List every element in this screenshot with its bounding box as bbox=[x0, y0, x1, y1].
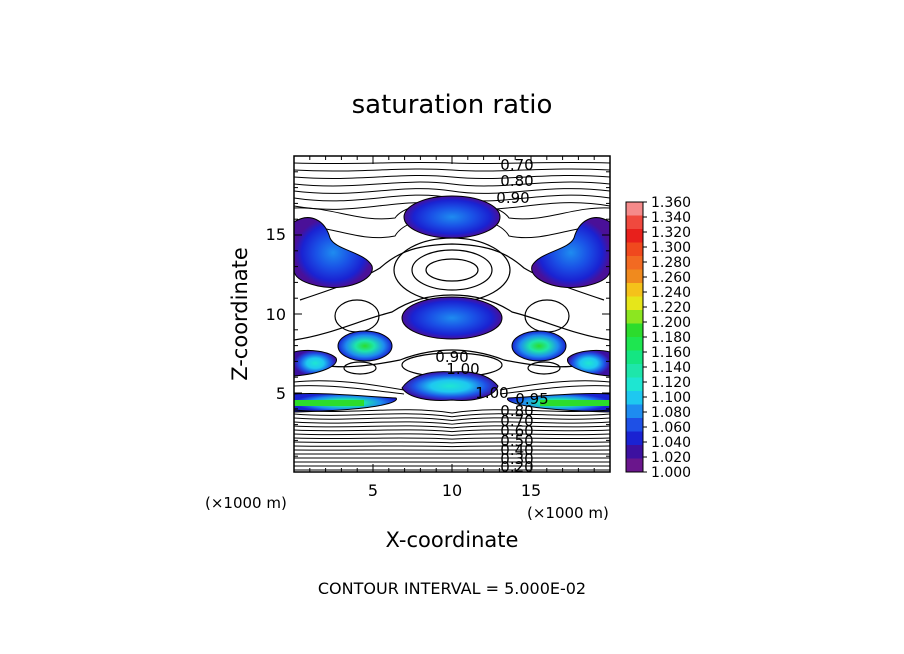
colorbar-tick-label: 1.240 bbox=[651, 285, 691, 301]
colorbar-tick-label: 1.100 bbox=[651, 390, 691, 406]
region-right-stripe bbox=[540, 400, 610, 406]
x-axis-label: X-coordinate bbox=[386, 528, 519, 552]
colorbar-swatch bbox=[626, 404, 643, 419]
contour-line bbox=[294, 421, 610, 425]
colorbar-swatch bbox=[626, 242, 643, 257]
contour-interval-note: CONTOUR INTERVAL = 5.000E-02 bbox=[318, 579, 586, 598]
region-mid-right bbox=[511, 330, 567, 362]
contour-line bbox=[294, 445, 610, 448]
colorbar-tick-label: 1.220 bbox=[651, 300, 691, 316]
region-top-center bbox=[403, 195, 501, 239]
contour-line bbox=[294, 425, 610, 429]
colorbar-tick-label: 1.200 bbox=[651, 315, 691, 331]
colorbar-swatch bbox=[626, 445, 643, 459]
colorbar-swatch bbox=[626, 364, 643, 378]
contour-label: 1.00 bbox=[475, 384, 508, 402]
colorbar: 1.3601.3401.3201.3001.2801.2601.2401.220… bbox=[625, 195, 691, 481]
y-tick-label: 10 bbox=[266, 305, 286, 324]
colorbar-tick-label: 1.060 bbox=[651, 420, 691, 436]
saturation-fill-regions bbox=[294, 195, 610, 413]
colorbar-swatch bbox=[626, 296, 643, 311]
contour-label: 0.60 bbox=[500, 422, 533, 440]
chart-title: saturation ratio bbox=[352, 90, 553, 120]
colorbar-swatch bbox=[626, 391, 643, 405]
colorbar-swatch bbox=[626, 215, 643, 230]
colorbar-swatch bbox=[626, 323, 643, 338]
plot-area bbox=[294, 156, 610, 472]
region-mid-left bbox=[337, 330, 393, 362]
colorbar-tick-label: 1.360 bbox=[651, 195, 691, 211]
contour-label: 1.00 bbox=[446, 360, 479, 378]
y-tick-label: 15 bbox=[266, 225, 286, 244]
contour-label: 0.80 bbox=[500, 172, 533, 190]
colorbar-swatch bbox=[626, 229, 643, 243]
x-unit-label: (×1000 m) bbox=[527, 504, 609, 522]
contour-line bbox=[294, 441, 610, 444]
contour-label: 0.90 bbox=[496, 189, 529, 207]
contour-label: 0.20 bbox=[500, 458, 533, 476]
x-tick-label: 15 bbox=[521, 481, 541, 500]
colorbar-swatch bbox=[626, 350, 643, 365]
contour-label: 0.30 bbox=[500, 450, 533, 468]
region-upper-right bbox=[531, 217, 610, 289]
x-tick-label: 10 bbox=[442, 481, 462, 500]
y-axis-label: Z-coordinate bbox=[228, 247, 252, 381]
contour-line bbox=[294, 429, 610, 433]
z-unit-label: (×1000 m) bbox=[205, 494, 287, 512]
colorbar-tick-label: 1.120 bbox=[651, 375, 691, 391]
colorbar-swatch bbox=[626, 310, 643, 324]
colorbar-tick-label: 1.280 bbox=[651, 255, 691, 271]
region-upper-left bbox=[294, 217, 373, 289]
x-tick-label: 5 bbox=[368, 481, 378, 500]
contour-label: 0.40 bbox=[500, 441, 533, 459]
region-left-stripe bbox=[294, 400, 364, 406]
contour-line bbox=[294, 188, 610, 194]
colorbar-swatch bbox=[626, 283, 643, 297]
contour-label: 0.70 bbox=[500, 156, 533, 174]
colorbar-tick-label: 1.260 bbox=[651, 270, 691, 286]
contour-line bbox=[294, 181, 610, 187]
contour-label: 0.70 bbox=[500, 412, 533, 430]
colorbar-tick-label: 1.180 bbox=[651, 330, 691, 346]
region-left-band bbox=[294, 349, 337, 377]
colorbar-swatch bbox=[626, 431, 643, 446]
region-central-layer bbox=[401, 371, 499, 401]
colorbar-swatch bbox=[626, 458, 643, 473]
colorbar-swatch bbox=[626, 269, 643, 284]
colorbar-tick-label: 1.000 bbox=[651, 465, 691, 481]
colorbar-tick-label: 1.040 bbox=[651, 435, 691, 451]
colorbar-swatch bbox=[626, 256, 643, 270]
colorbar-tick-label: 1.160 bbox=[651, 345, 691, 361]
contour-label: 0.90 bbox=[435, 348, 468, 366]
colorbar-swatch bbox=[626, 337, 643, 351]
contour-line bbox=[294, 433, 610, 436]
colorbar-tick-label: 1.080 bbox=[651, 405, 691, 421]
contour-line bbox=[294, 413, 610, 418]
colorbar-tick-label: 1.300 bbox=[651, 240, 691, 256]
colorbar-swatch bbox=[626, 202, 643, 216]
region-right-band bbox=[567, 349, 610, 377]
contour-label: 0.80 bbox=[500, 402, 533, 420]
colorbar-swatch bbox=[626, 377, 643, 392]
colorbar-tick-label: 1.020 bbox=[651, 450, 691, 466]
region-mid-center bbox=[401, 296, 503, 340]
y-tick-label: 5 bbox=[276, 384, 286, 403]
axis-ticks bbox=[294, 156, 610, 472]
colorbar-tick-label: 1.340 bbox=[651, 210, 691, 226]
contour-labels: 0.700.800.900.901.001.00 0.950.800.700.60… bbox=[435, 156, 548, 476]
contour-line bbox=[294, 409, 610, 414]
contour-label: 0.95 bbox=[515, 390, 548, 408]
contour-label: 0.50 bbox=[500, 432, 533, 450]
colorbar-swatch bbox=[626, 418, 643, 432]
contour-line bbox=[294, 175, 610, 179]
colorbar-tick-label: 1.140 bbox=[651, 360, 691, 376]
contour-line bbox=[294, 437, 610, 440]
contour-line bbox=[294, 168, 610, 172]
contour-line bbox=[294, 417, 610, 421]
colorbar-tick-label: 1.320 bbox=[651, 225, 691, 241]
